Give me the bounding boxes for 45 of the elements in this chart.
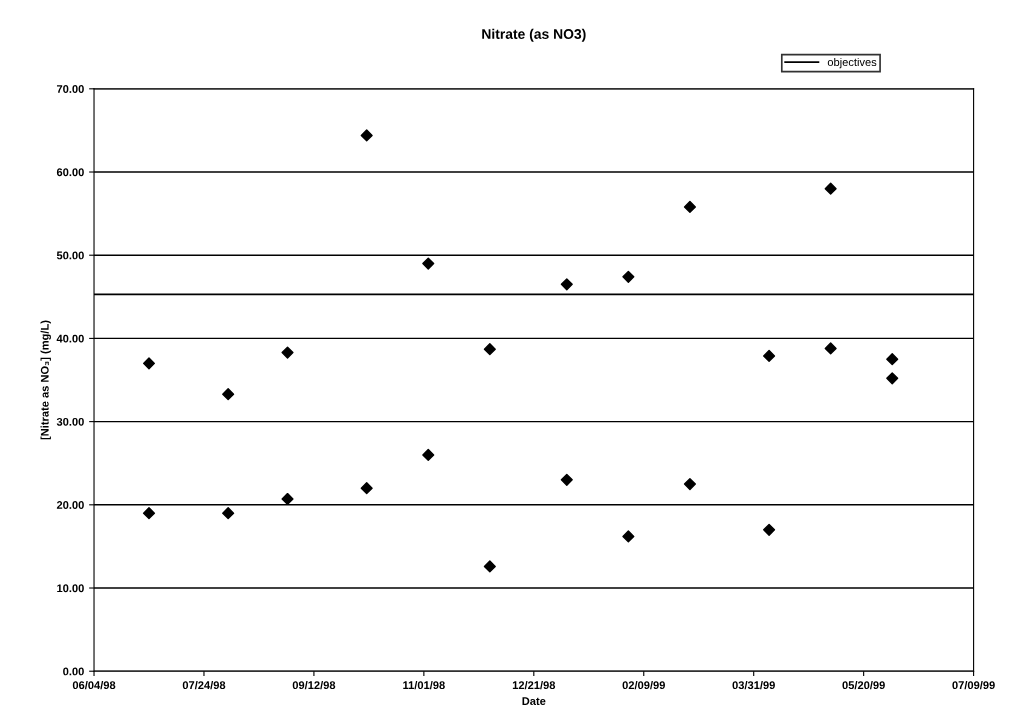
point <box>886 353 899 366</box>
y-tick-label: 60.00 <box>56 168 84 177</box>
x-tick-label: 07/24/98 <box>182 680 226 690</box>
y-tick-label: 70.00 <box>56 85 84 93</box>
point <box>422 257 435 270</box>
x-tick-label: 07/09/99 <box>952 680 995 690</box>
point <box>360 129 373 142</box>
legend-label: objectives <box>827 57 877 69</box>
y-tick-label: 0.00 <box>63 667 84 676</box>
point <box>763 349 776 362</box>
y-tick-label: 10.00 <box>57 584 84 593</box>
point <box>683 477 697 491</box>
x-tick-label: 12/21/98 <box>512 680 556 690</box>
y-tick-label: 30.00 <box>56 417 84 426</box>
x-axis-title: Date <box>522 697 546 706</box>
point <box>622 530 635 543</box>
x-tick-label: 09/12/98 <box>292 680 336 690</box>
point <box>683 200 697 214</box>
point <box>422 448 435 461</box>
y-tick-label: 50.00 <box>56 251 84 260</box>
y-tick-label: 40.00 <box>56 334 84 343</box>
x-tick-label: 06/04/98 <box>72 680 116 690</box>
point <box>281 346 294 359</box>
point <box>222 388 235 401</box>
point <box>824 342 837 355</box>
chart-title: Nitrate (as NO3) <box>482 28 586 42</box>
point <box>222 507 235 520</box>
point <box>560 278 573 291</box>
point <box>483 343 496 356</box>
y-axis-title: [Nitrate as NO₃] (mg/L) <box>40 320 51 440</box>
point <box>763 523 776 536</box>
x-tick-label: 03/31/99 <box>732 680 775 690</box>
point <box>142 507 156 520</box>
point <box>281 492 294 506</box>
point <box>142 357 156 370</box>
point <box>622 270 635 283</box>
point <box>483 560 496 573</box>
x-tick-label: 05/20/99 <box>842 680 885 690</box>
point <box>824 182 837 195</box>
point <box>560 473 573 486</box>
point <box>360 482 373 495</box>
y-tick-label: 20.00 <box>56 501 84 509</box>
x-tick-label: 02/09/99 <box>622 680 665 690</box>
point <box>886 372 899 385</box>
x-tick-label: 11/01/98 <box>403 680 445 690</box>
